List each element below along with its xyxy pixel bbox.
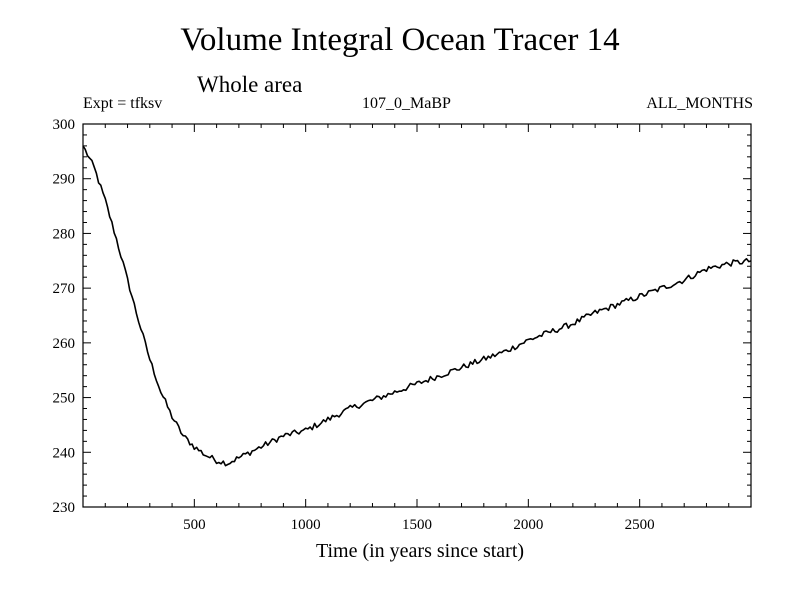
y-tick-label: 300 — [53, 117, 76, 133]
x-axis: 500 1000 1500 2000 2500 — [104, 124, 730, 533]
x-tick-label: 500 — [183, 517, 206, 533]
y-tick-label: 290 — [53, 172, 76, 188]
y-tick-label: 240 — [53, 445, 76, 461]
plot-area — [82, 123, 752, 508]
series-line — [82, 145, 752, 467]
y-tick-label: 280 — [53, 226, 76, 242]
x-tick-label: 1500 — [402, 517, 432, 533]
experiment-label: Expt = tfksv — [83, 95, 163, 112]
y-tick-label: 260 — [53, 336, 76, 352]
x-tick-label: 1000 — [291, 517, 321, 533]
y-tick-label: 250 — [53, 391, 76, 407]
chart-subtitle: Whole area — [197, 72, 303, 97]
y-axis: 230 240 250 260 270 280 290 300 — [53, 117, 751, 516]
series-layer — [82, 145, 752, 467]
y-tick-label: 230 — [53, 500, 76, 516]
y-tick-label: 270 — [53, 281, 76, 297]
x-tick-label: 2000 — [513, 517, 543, 533]
x-tick-label: 2500 — [625, 517, 655, 533]
chart-title: Volume Integral Ocean Tracer 14 — [180, 22, 620, 58]
period-label: 107_0_MaBP — [362, 95, 451, 112]
x-axis-label: Time (in years since start) — [315, 540, 525, 562]
months-label: ALL_MONTHS — [646, 95, 753, 112]
